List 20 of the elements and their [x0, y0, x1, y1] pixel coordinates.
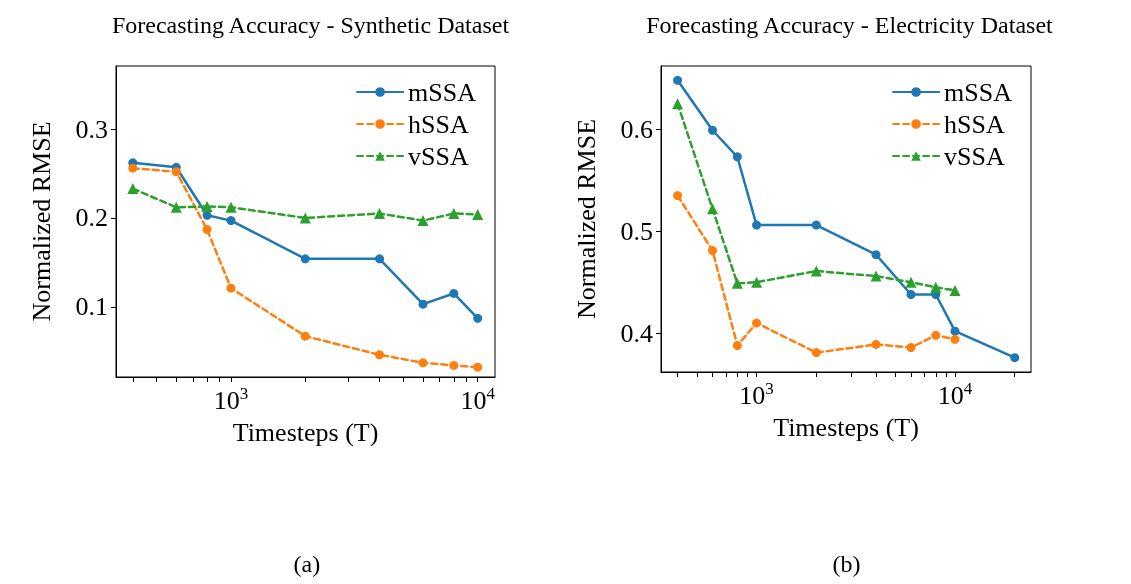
y-tick-label: 0.3	[75, 114, 108, 144]
legend-label: mSSA	[944, 77, 1013, 107]
chart-title: Forecasting Accuracy - Electricity Dataset	[646, 12, 1054, 38]
y-tick-label: 0.1	[75, 292, 108, 322]
y-tick-label: 0.5	[620, 216, 653, 246]
y-tick-label: 0.2	[75, 203, 108, 233]
legend-label: hSSA	[408, 109, 469, 139]
legend-label: mSSA	[408, 77, 477, 107]
chart-title: Forecasting Accuracy - Synthetic Dataset	[111, 12, 510, 38]
text: (a)	[293, 551, 321, 577]
y-axis-title: Normalized RMSE	[571, 118, 601, 320]
legend-label: vSSA	[944, 141, 1005, 171]
legend-label: hSSA	[944, 109, 1005, 139]
x-axis-title: Timesteps (T)	[232, 417, 379, 447]
y-axis-title: Normalized RMSE	[26, 121, 56, 322]
text: (b)	[832, 551, 861, 577]
y-tick-label: 0.6	[620, 114, 653, 144]
x-axis-title: Timesteps (T)	[773, 412, 919, 442]
y-tick-label: 0.4	[620, 318, 653, 348]
legend-label: vSSA	[408, 141, 469, 171]
